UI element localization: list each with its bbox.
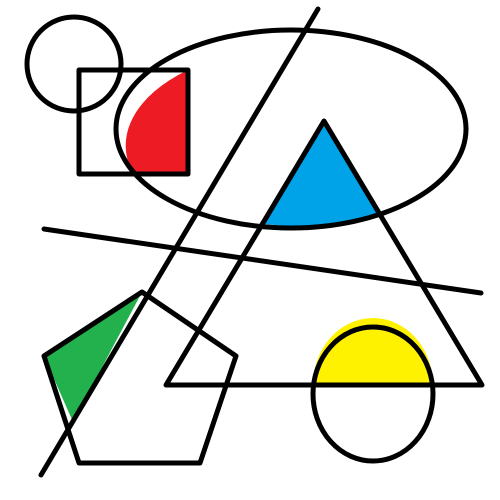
shapes-figure bbox=[0, 0, 500, 500]
